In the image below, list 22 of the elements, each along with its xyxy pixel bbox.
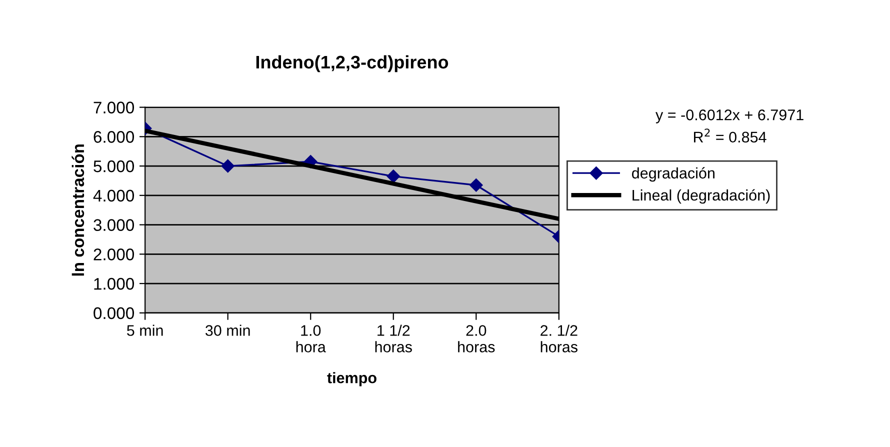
point bbox=[386, 170, 400, 183]
y-tick-label: 2.000 bbox=[94, 248, 134, 260]
chart-title: Indeno(1,2,3-cd)pireno bbox=[256, 55, 448, 72]
x-tick-label: 2.0 horas bbox=[458, 325, 495, 352]
y-tick-label: 6.000 bbox=[94, 131, 134, 143]
y-tick-label: 0.000 bbox=[94, 307, 134, 320]
y-axis-title: ln concentración bbox=[72, 144, 84, 276]
x-tick-label: 5 min bbox=[127, 324, 163, 336]
legend-label: degradación bbox=[632, 167, 714, 182]
x-axis-title: tiempo bbox=[327, 372, 376, 386]
x-tick-label: 30 min bbox=[205, 324, 250, 336]
x-tick-label: 2. 1/2 horas bbox=[540, 324, 578, 352]
y-tick-label: 3.000 bbox=[94, 219, 134, 231]
y-tick-label: 5.000 bbox=[94, 160, 134, 172]
text: R$^{2}$ = 0.854 bbox=[694, 128, 766, 143]
text: y = -0.6012x + 6.7971 bbox=[656, 110, 804, 124]
y-tick-label: 4.000 bbox=[93, 190, 134, 202]
y-tick-label: 7.000 bbox=[94, 102, 134, 114]
x-tick-label: 1.0 hora bbox=[296, 325, 326, 352]
x-tick-label: 1 1/2 horas bbox=[375, 324, 412, 352]
y-tick-label: 1.000 bbox=[94, 278, 134, 290]
legend-label: Lineal (degradación) bbox=[632, 189, 770, 204]
